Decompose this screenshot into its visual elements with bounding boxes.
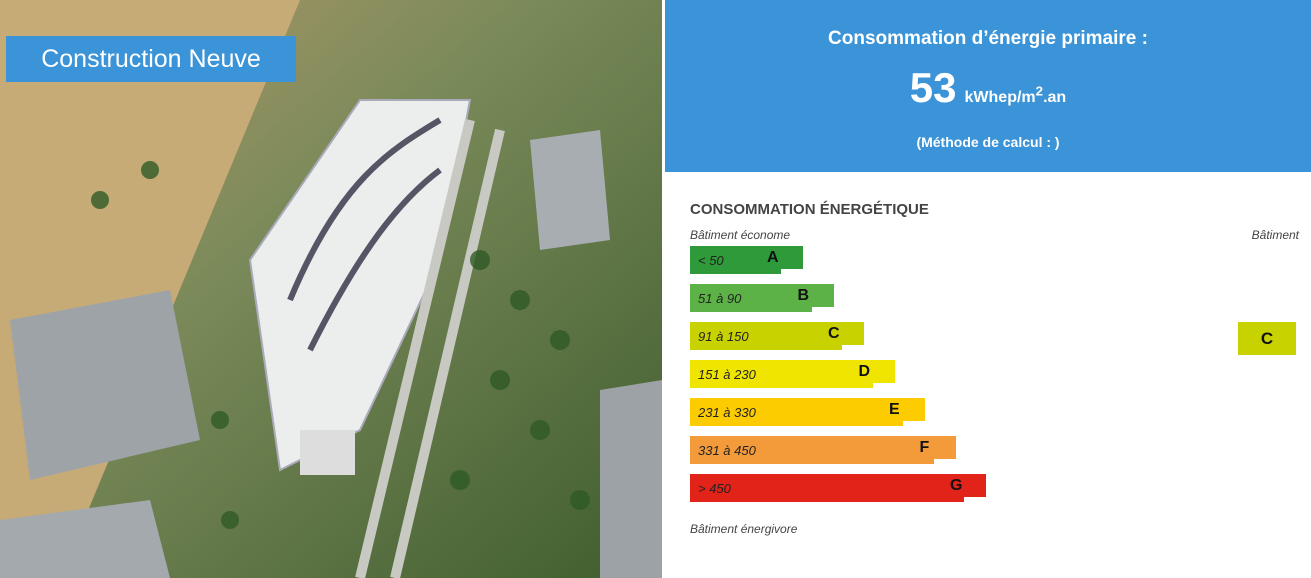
class-letter: G — [950, 477, 962, 495]
class-bar: 331 à 450 F — [690, 436, 934, 464]
class-letter: E — [889, 401, 900, 419]
unit-sup: 2 — [1036, 84, 1043, 99]
class-letter: A — [767, 249, 779, 267]
badge: Construction Neuve — [6, 36, 296, 82]
unit-suffix: .an — [1043, 89, 1066, 106]
top-right-label: Bâtiment — [1252, 228, 1299, 242]
class-bar-tip — [964, 474, 986, 497]
header-value: 53 — [910, 64, 957, 111]
unit: kWhep/m — [965, 89, 1036, 106]
top-left-label: Bâtiment économe — [690, 228, 790, 242]
class-bar-tip — [934, 436, 956, 459]
class-bar: 231 à 330 E — [690, 398, 903, 426]
class-range: 151 à 230 — [698, 367, 756, 382]
current-class: C — [1238, 322, 1296, 355]
energy-header: Consommation d’énergie primaire : 53 kWhe… — [665, 0, 1311, 172]
method: (Méthode de calcul : ) — [665, 134, 1311, 150]
building-photo — [0, 0, 662, 578]
header-value-line: 53 kWhep/m2.an — [665, 64, 1311, 112]
class-bar: > 450 G — [690, 474, 964, 502]
class-bar-tip — [873, 360, 895, 383]
class-letter: C — [828, 325, 840, 343]
class-bar-tip — [781, 246, 803, 269]
bottom-label: Bâtiment énergivore — [690, 522, 797, 536]
class-bar: < 50 A — [690, 246, 781, 274]
class-range: 231 à 330 — [698, 405, 756, 420]
header-title: Consommation d’énergie primaire : — [665, 28, 1311, 50]
class-letter: B — [798, 287, 810, 305]
scale-title: CONSOMMATION ÉNERGÉTIQUE — [690, 201, 929, 218]
class-letter: F — [920, 439, 930, 457]
class-range: 51 à 90 — [698, 291, 741, 306]
page: Construction Neuve Consommation d’énergi… — [0, 0, 1311, 578]
class-bar: 151 à 230 D — [690, 360, 873, 388]
class-bar-tip — [842, 322, 864, 345]
class-bar-tip — [812, 284, 834, 307]
class-letter: D — [859, 363, 871, 381]
class-bar-tip — [903, 398, 925, 421]
class-range: < 50 — [698, 253, 724, 268]
class-range: 91 à 150 — [698, 329, 749, 344]
class-range: > 450 — [698, 481, 731, 496]
class-range: 331 à 450 — [698, 443, 756, 458]
class-bar: 51 à 90 B — [690, 284, 812, 312]
class-bar: 91 à 150 C — [690, 322, 842, 350]
